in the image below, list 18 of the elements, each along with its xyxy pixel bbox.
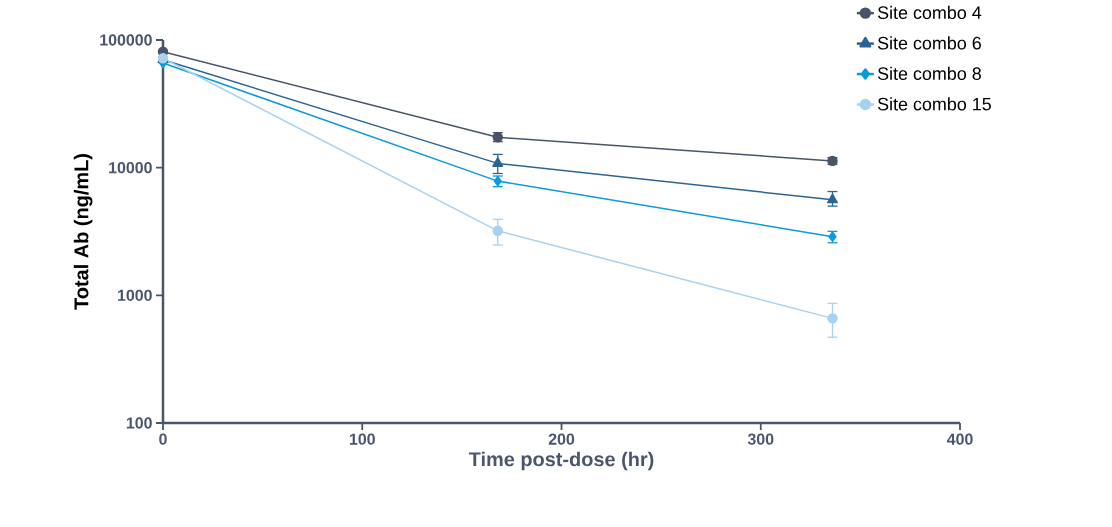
point <box>492 157 504 167</box>
x-tick-label: 400 <box>946 433 973 445</box>
y-tick-label: 10000 <box>109 162 152 174</box>
x-tick-label: 200 <box>548 433 575 445</box>
x-axis-title: Time post-dose (hr) <box>468 451 654 471</box>
y-tick-label: 100 <box>126 417 152 429</box>
legend-label: Site combo 8 <box>877 66 981 80</box>
x-tick-label: 0 <box>159 433 167 445</box>
legend-label: Site combo 15 <box>877 97 991 111</box>
point <box>827 313 838 324</box>
x-tick-label: 300 <box>747 433 774 445</box>
y-axis-title: Total Ab (ng/mL) <box>73 154 93 310</box>
y-tick-label: 1000 <box>118 289 152 301</box>
point <box>492 225 503 237</box>
legend-label: Site combo 6 <box>877 36 981 50</box>
y-tick-label: 100000 <box>100 34 152 46</box>
x-tick-label: 100 <box>349 433 375 445</box>
legend-label: Site combo 4 <box>877 5 982 20</box>
